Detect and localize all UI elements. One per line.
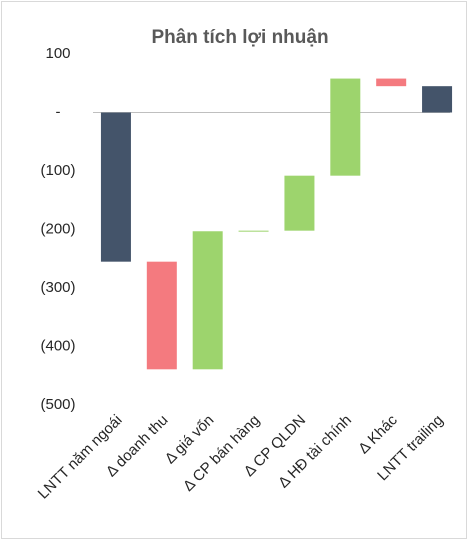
bar [422, 86, 453, 113]
y-tick-label: (500) [40, 396, 75, 413]
y-tick-label: (400) [40, 337, 75, 354]
y-tick-label: (300) [40, 279, 75, 296]
bar [192, 231, 223, 370]
bar [100, 112, 131, 262]
y-tick-label: - [56, 103, 61, 120]
bar [376, 78, 407, 87]
y-tick-label: 100 [45, 45, 70, 62]
chart-title: Phân tích lợi nhuận [151, 27, 328, 48]
bar [284, 175, 315, 231]
bar [330, 78, 361, 176]
y-tick-label: (200) [40, 220, 75, 237]
bar [146, 261, 177, 370]
bar [238, 230, 269, 232]
y-tick-label: (100) [40, 162, 75, 179]
